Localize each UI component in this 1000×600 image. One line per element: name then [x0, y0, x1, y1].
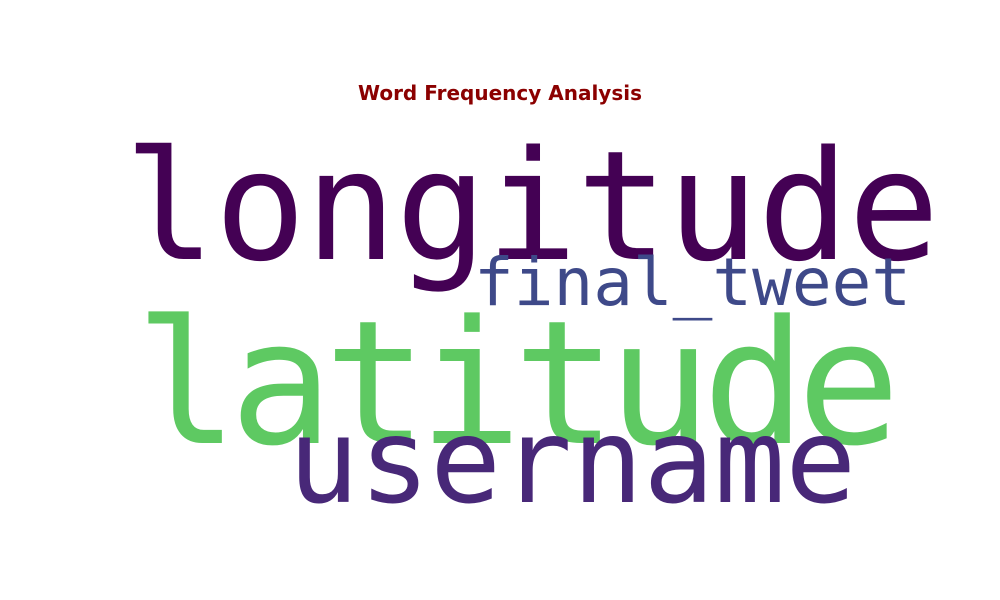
word-username: username [288, 392, 857, 530]
word-final-tweet: final_tweet [474, 244, 912, 321]
chart-title: Word Frequency Analysis [357, 81, 643, 105]
word-longitude: longitude [124, 118, 940, 295]
word-latitude: latitude [135, 283, 900, 484]
